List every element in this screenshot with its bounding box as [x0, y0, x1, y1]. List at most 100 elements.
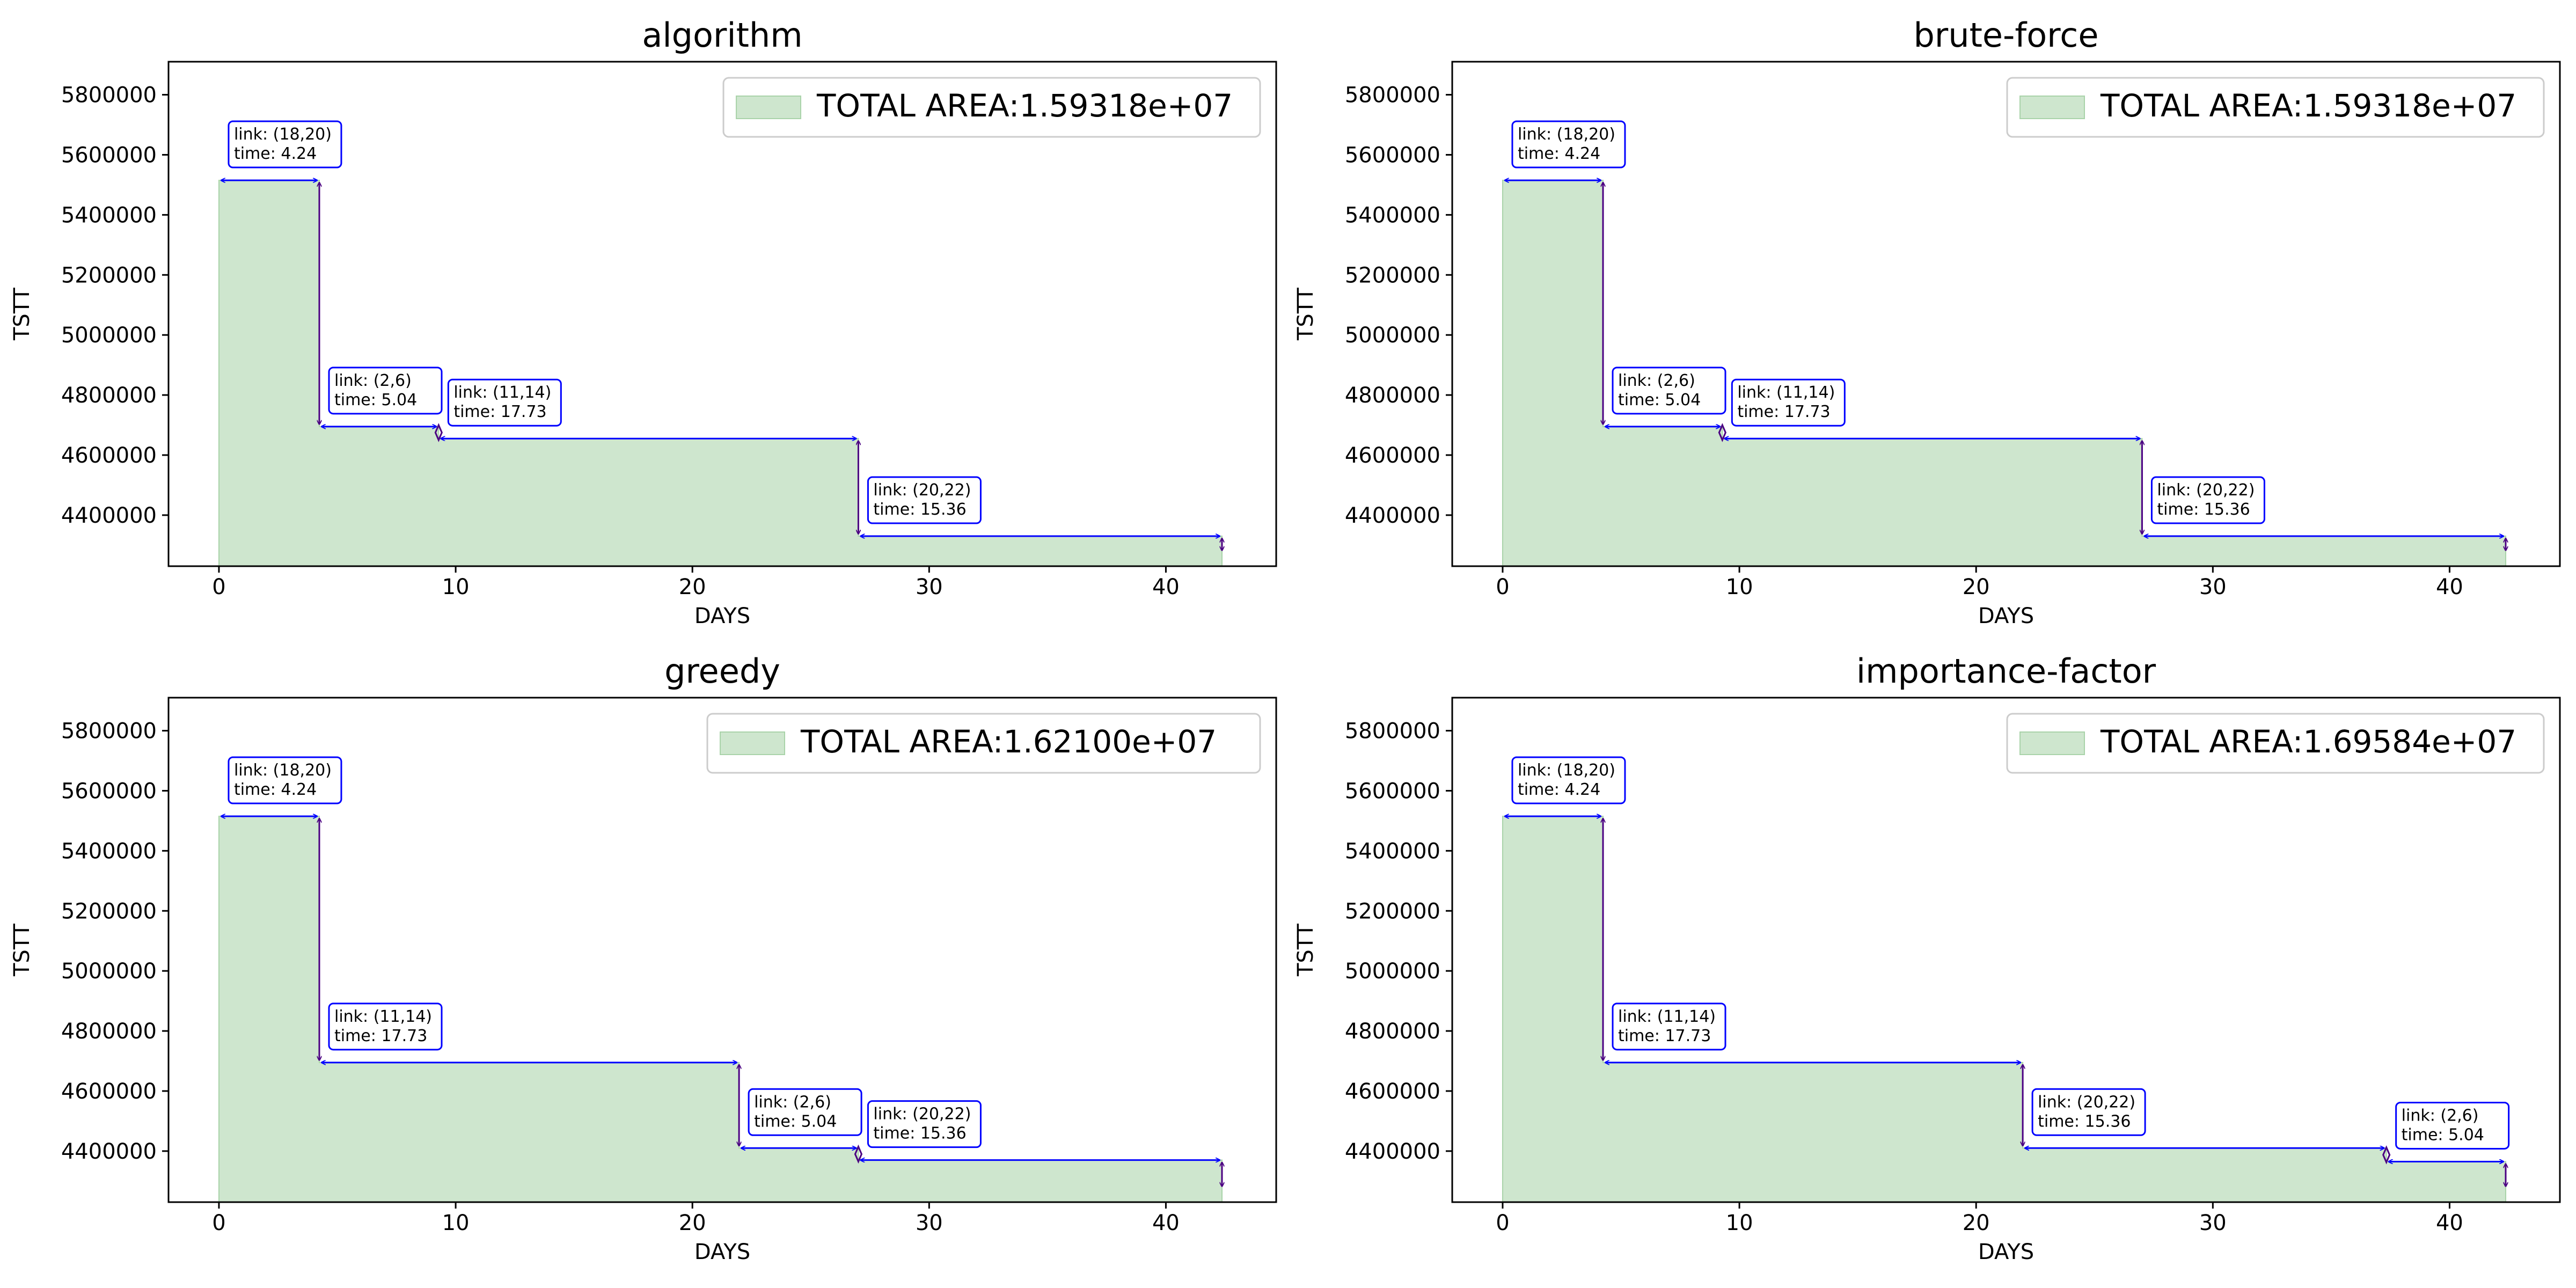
y-tick-label: 5200000	[61, 263, 157, 288]
chart-title: algorithm	[642, 16, 802, 55]
repair-link-label: link: (11,14)	[1737, 383, 1835, 402]
repair-time-value: 17.73	[1665, 1027, 1711, 1045]
repair-time-label: time: 5.04	[1618, 391, 1701, 409]
repair-label: link: (11,14) time: 17.73	[334, 1007, 432, 1045]
repair-label-box	[228, 756, 342, 804]
repair-label-box	[748, 1088, 862, 1136]
repair-label: link: (11,14) time: 17.73	[453, 383, 551, 421]
repair-label: link: (18,20) time: 4.24	[1518, 125, 1615, 163]
legend-label: TOTAL AREA:1.59318e+07	[816, 87, 1233, 124]
x-tick-label: 10	[442, 1211, 470, 1235]
chart-title: importance-factor	[1856, 652, 2156, 691]
x-tick-label: 0	[212, 575, 225, 599]
repair-label-box	[447, 378, 562, 427]
repair-link-value: (20,22)	[2196, 481, 2255, 500]
repair-link-label: link: (11,14)	[453, 383, 551, 402]
repair-link-value: (18,20)	[273, 125, 332, 144]
repair-label-box	[328, 367, 443, 415]
repair-time-value: 15.36	[2204, 500, 2250, 519]
x-tick-label: 30	[2199, 1211, 2227, 1235]
x-tick-label: 20	[679, 575, 706, 599]
repair-label-box	[2395, 1101, 2510, 1150]
y-tick-label: 5200000	[1345, 263, 1440, 288]
legend-swatch	[736, 96, 801, 119]
repair-label-box	[2031, 1088, 2146, 1136]
repair-time-value: 4.24	[1564, 780, 1600, 799]
legend	[706, 713, 1261, 774]
y-tick-label: 4800000	[1345, 383, 1440, 408]
repair-label: link: (2,6) time: 5.04	[2402, 1106, 2484, 1144]
y-tick-label: 5000000	[1345, 323, 1440, 348]
repair-time-label: time: 5.04	[334, 391, 417, 409]
repair-time-label: time: 4.24	[1518, 144, 1600, 163]
x-tick-label: 40	[1152, 575, 1180, 599]
y-tick-label: 5600000	[1345, 779, 1440, 803]
repair-time-value: 4.24	[281, 780, 317, 799]
repair-time-value: 4.24	[281, 144, 317, 163]
y-tick-label: 5000000	[61, 323, 157, 348]
repair-time-label: time: 17.73	[1737, 402, 1830, 421]
repair-time-label: time: 5.04	[2402, 1125, 2484, 1144]
x-tick-label: 0	[212, 1211, 225, 1235]
repair-link-label: link: (20,22)	[2157, 481, 2255, 500]
repair-label: link: (20,22) time: 15.36	[2157, 481, 2255, 519]
repair-label: link: (20,22) time: 15.36	[2038, 1093, 2135, 1131]
y-tick-label: 5000000	[1345, 959, 1440, 984]
y-tick-label: 5000000	[61, 959, 157, 984]
repair-time-value: 4.24	[1564, 144, 1600, 163]
repair-time-label: time: 15.36	[873, 500, 966, 519]
repair-label-box	[1612, 367, 1726, 415]
legend-label: TOTAL AREA:1.62100e+07	[800, 723, 1217, 760]
repair-label-box	[1511, 756, 1626, 804]
y-tick-label: 4400000	[1345, 503, 1440, 528]
repair-link-value: (18,20)	[1557, 125, 1615, 144]
repair-label: link: (18,20) time: 4.24	[234, 761, 332, 799]
chart-title: brute-force	[1913, 16, 2098, 55]
tstt-drop-arrow	[1718, 423, 1726, 442]
repair-time-label: time: 17.73	[453, 402, 546, 421]
y-tick-label: 4600000	[61, 443, 157, 468]
legend	[2006, 713, 2545, 774]
x-tick-label: 30	[2199, 575, 2227, 599]
x-tick-label: 0	[1496, 1211, 1509, 1235]
repair-label: link: (20,22) time: 15.36	[873, 1105, 971, 1143]
repair-label: link: (2,6) time: 5.04	[334, 371, 417, 409]
y-tick-label: 5600000	[61, 779, 157, 803]
y-tick-label: 5400000	[61, 203, 157, 228]
legend-label: TOTAL AREA:1.69584e+07	[2100, 723, 2516, 760]
y-tick-label: 4400000	[1345, 1139, 1440, 1164]
repair-time-label: time: 17.73	[1618, 1027, 1711, 1045]
y-tick-label: 4800000	[61, 1019, 157, 1044]
y-tick-label: 4800000	[61, 383, 157, 408]
repair-label-box	[867, 476, 982, 524]
repair-link-value: (2,6)	[2440, 1106, 2478, 1125]
legend	[722, 77, 1261, 138]
x-tick-label: 40	[2436, 1211, 2463, 1235]
y-axis-label: TSTT	[10, 923, 34, 977]
legend-swatch	[2019, 731, 2085, 755]
repair-label-box	[2150, 476, 2265, 524]
repair-time-value: 15.36	[2085, 1112, 2131, 1131]
repair-label: link: (11,14) time: 17.73	[1737, 383, 1835, 421]
y-tick-label: 5400000	[1345, 839, 1440, 863]
repair-time-value: 17.73	[381, 1027, 427, 1045]
x-axis-label: DAYS	[1978, 1240, 2034, 1264]
y-tick-label: 4600000	[61, 1079, 157, 1104]
repair-link-value: (2,6)	[374, 371, 412, 390]
repair-time-label: time: 5.04	[754, 1112, 837, 1131]
repair-label-box	[328, 1002, 443, 1051]
repair-link-value: (11,14)	[493, 383, 551, 402]
y-tick-label: 5800000	[1345, 83, 1440, 108]
repair-time-value: 5.04	[381, 391, 417, 409]
x-tick-label: 40	[2436, 575, 2463, 599]
plot-frame	[167, 61, 1277, 567]
repair-link-value: (2,6)	[793, 1093, 831, 1111]
y-tick-label: 5600000	[1345, 143, 1440, 167]
x-tick-label: 10	[1726, 1211, 1753, 1235]
repair-time-value: 5.04	[801, 1112, 837, 1131]
repair-time-label: time: 15.36	[2157, 500, 2250, 519]
chart-panel-3: link: (18,20) time: 4.24 link: (11,14) time…	[10, 652, 1277, 1264]
repair-link-label: link: (2,6)	[1618, 371, 1695, 390]
